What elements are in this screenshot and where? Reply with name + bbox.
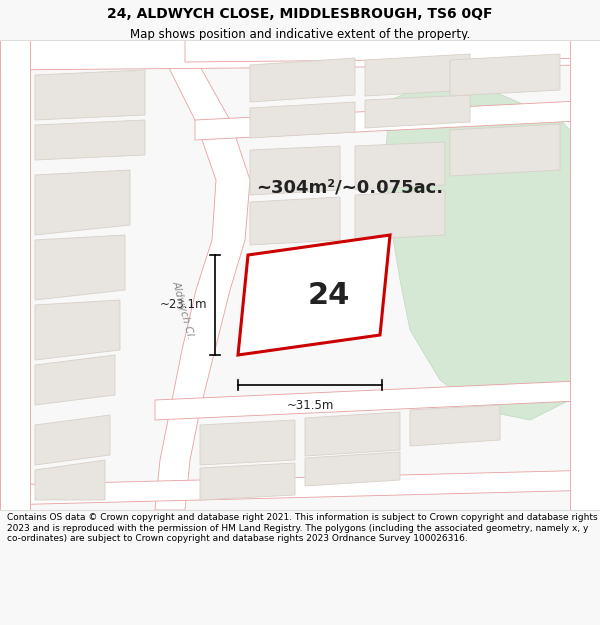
Polygon shape: [365, 54, 470, 96]
Polygon shape: [0, 470, 600, 505]
Polygon shape: [450, 124, 560, 176]
Polygon shape: [35, 300, 120, 360]
Text: 24, ALDWYCH CLOSE, MIDDLESBROUGH, TS6 0QF: 24, ALDWYCH CLOSE, MIDDLESBROUGH, TS6 0Q…: [107, 8, 493, 21]
Polygon shape: [355, 190, 445, 240]
Polygon shape: [35, 70, 145, 120]
Polygon shape: [250, 197, 340, 245]
Polygon shape: [35, 415, 110, 465]
Polygon shape: [238, 235, 390, 355]
Polygon shape: [185, 40, 600, 62]
Polygon shape: [305, 452, 400, 486]
Polygon shape: [0, 40, 600, 70]
Polygon shape: [570, 40, 600, 510]
Polygon shape: [200, 463, 295, 500]
Polygon shape: [0, 40, 30, 510]
Text: ~23.1m: ~23.1m: [160, 299, 207, 311]
Polygon shape: [450, 54, 560, 96]
Polygon shape: [155, 380, 600, 420]
Text: Map shows position and indicative extent of the property.: Map shows position and indicative extent…: [130, 28, 470, 41]
Text: ~304m²/~0.075ac.: ~304m²/~0.075ac.: [256, 179, 443, 197]
Polygon shape: [35, 460, 105, 500]
Polygon shape: [355, 142, 445, 190]
Text: Aldwych Cl.: Aldwych Cl.: [170, 279, 196, 341]
Polygon shape: [250, 146, 340, 195]
Polygon shape: [155, 40, 250, 510]
Text: Contains OS data © Crown copyright and database right 2021. This information is : Contains OS data © Crown copyright and d…: [7, 514, 598, 543]
Polygon shape: [250, 58, 355, 102]
Polygon shape: [385, 80, 600, 420]
Polygon shape: [200, 420, 295, 465]
Text: ~31.5m: ~31.5m: [286, 399, 334, 412]
Polygon shape: [195, 100, 600, 140]
Polygon shape: [35, 170, 130, 235]
Polygon shape: [410, 405, 500, 446]
Text: 24: 24: [308, 281, 350, 309]
Polygon shape: [250, 102, 355, 138]
Polygon shape: [35, 120, 145, 160]
Polygon shape: [365, 95, 470, 128]
Polygon shape: [35, 235, 125, 300]
Polygon shape: [35, 355, 115, 405]
Polygon shape: [305, 412, 400, 456]
